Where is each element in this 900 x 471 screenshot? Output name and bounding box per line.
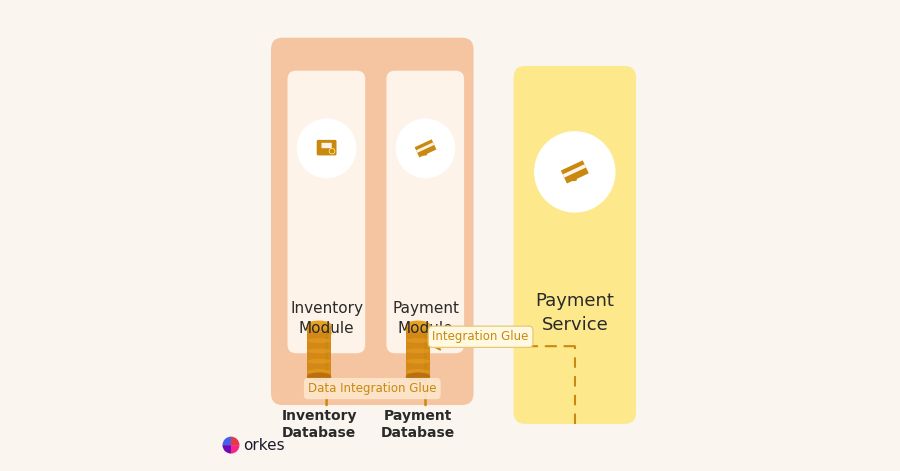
FancyBboxPatch shape bbox=[287, 71, 365, 353]
Circle shape bbox=[297, 119, 356, 178]
FancyBboxPatch shape bbox=[317, 140, 337, 155]
Ellipse shape bbox=[307, 349, 331, 353]
Wedge shape bbox=[222, 445, 231, 454]
Polygon shape bbox=[561, 160, 589, 184]
Circle shape bbox=[330, 149, 334, 153]
Ellipse shape bbox=[406, 373, 430, 381]
FancyBboxPatch shape bbox=[307, 325, 331, 377]
Circle shape bbox=[535, 132, 615, 212]
Ellipse shape bbox=[406, 328, 430, 333]
Circle shape bbox=[396, 119, 454, 178]
Polygon shape bbox=[416, 142, 435, 153]
Ellipse shape bbox=[307, 373, 331, 381]
Text: Inventory
Module: Inventory Module bbox=[290, 301, 363, 336]
Polygon shape bbox=[415, 139, 436, 157]
Text: Inventory
Database: Inventory Database bbox=[282, 409, 356, 440]
Ellipse shape bbox=[307, 359, 331, 364]
Text: Data Integration Glue: Data Integration Glue bbox=[308, 382, 436, 395]
Ellipse shape bbox=[307, 328, 331, 333]
Ellipse shape bbox=[307, 369, 331, 374]
Text: Integration Glue: Integration Glue bbox=[432, 330, 529, 343]
Text: Payment
Service: Payment Service bbox=[536, 292, 615, 333]
Text: Payment
Module: Payment Module bbox=[392, 301, 459, 336]
FancyBboxPatch shape bbox=[386, 71, 464, 353]
Ellipse shape bbox=[406, 349, 430, 353]
Ellipse shape bbox=[570, 179, 577, 181]
Ellipse shape bbox=[406, 338, 430, 343]
Ellipse shape bbox=[421, 154, 428, 155]
Wedge shape bbox=[222, 437, 231, 445]
Ellipse shape bbox=[406, 321, 430, 329]
FancyBboxPatch shape bbox=[271, 38, 473, 405]
Wedge shape bbox=[231, 437, 239, 445]
Polygon shape bbox=[562, 164, 586, 178]
Text: Payment
Database: Payment Database bbox=[381, 409, 455, 440]
Wedge shape bbox=[231, 445, 239, 454]
Ellipse shape bbox=[307, 321, 331, 329]
Ellipse shape bbox=[307, 338, 331, 343]
FancyBboxPatch shape bbox=[406, 325, 430, 377]
FancyBboxPatch shape bbox=[321, 143, 332, 148]
Ellipse shape bbox=[406, 369, 430, 374]
Ellipse shape bbox=[406, 359, 430, 364]
FancyBboxPatch shape bbox=[514, 66, 636, 424]
Text: orkes: orkes bbox=[243, 438, 284, 453]
Circle shape bbox=[329, 149, 335, 154]
